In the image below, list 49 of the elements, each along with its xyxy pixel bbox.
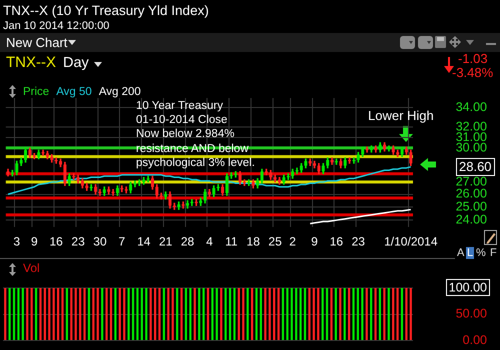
x-tick-label: 23 xyxy=(352,234,366,249)
x-tick-label: 9 xyxy=(30,234,38,249)
text: Avg 200 xyxy=(98,86,141,98)
text: A xyxy=(457,247,464,259)
candlestick xyxy=(133,180,136,188)
text: Avg 50 xyxy=(56,86,92,98)
x-tick-label: 3 xyxy=(13,234,20,249)
annotation: 10 Year Treasury 01-10-2014 Close Now below 2.984% resistance AND below psychological 3% level. xyxy=(136,99,255,170)
y-tick-label: 27.00 xyxy=(456,174,488,188)
chart-title: TNX--X (10 Yr Treasury Yld Index) xyxy=(3,3,209,18)
x-tick-label: 30 xyxy=(93,234,107,249)
y-tick-label: 34.00 xyxy=(456,100,488,114)
candlestick xyxy=(348,157,352,164)
text: % xyxy=(476,247,486,259)
candlestick xyxy=(366,146,369,153)
x-tick-label: 2 xyxy=(289,234,296,249)
chart-title: Vol xyxy=(23,261,40,275)
x-tick-label: 23 xyxy=(71,234,86,249)
text: New Chart xyxy=(6,35,68,50)
y-tick-label: 26.00 xyxy=(456,186,488,201)
candlestick xyxy=(42,150,45,156)
x-tick-label: 9 xyxy=(311,234,318,249)
text: F xyxy=(490,247,497,259)
x-tick-label: 16 xyxy=(49,234,64,249)
text: 28.60 xyxy=(456,158,495,176)
y-tick-label: 25.00 xyxy=(456,199,488,214)
text: -1.03 xyxy=(458,51,488,66)
x-tick-label: 11 xyxy=(225,234,238,249)
text: Price xyxy=(23,86,50,98)
x-tick-label: 28 xyxy=(180,234,195,249)
y-tick-label: 50.00 xyxy=(456,306,488,321)
x-tick-label: 4 xyxy=(206,234,214,249)
chart-subtitle: Jan 10 2014 12:00:00 xyxy=(3,20,110,32)
x-tick-label: 18 xyxy=(246,234,260,249)
x-tick-label: 21 xyxy=(158,234,173,249)
candlestick xyxy=(387,145,390,152)
y-tick-label: 100.00 xyxy=(448,280,488,294)
x-tick-label: 16 xyxy=(330,234,344,249)
text: L xyxy=(466,247,474,259)
text: Day xyxy=(63,55,89,71)
x-tick-label: 7 xyxy=(118,234,126,249)
annotation: Lower High xyxy=(368,108,434,123)
y-tick-label: 0.00 xyxy=(462,332,488,347)
x-tick-label: 14 xyxy=(137,234,151,249)
x-tick-label: 1/10/2014 xyxy=(384,234,438,249)
y-tick-label: 24.00 xyxy=(456,212,488,227)
x-tick-label: 25 xyxy=(268,234,282,249)
text: -3.48% xyxy=(452,65,494,80)
text: TNX--X xyxy=(6,54,56,71)
